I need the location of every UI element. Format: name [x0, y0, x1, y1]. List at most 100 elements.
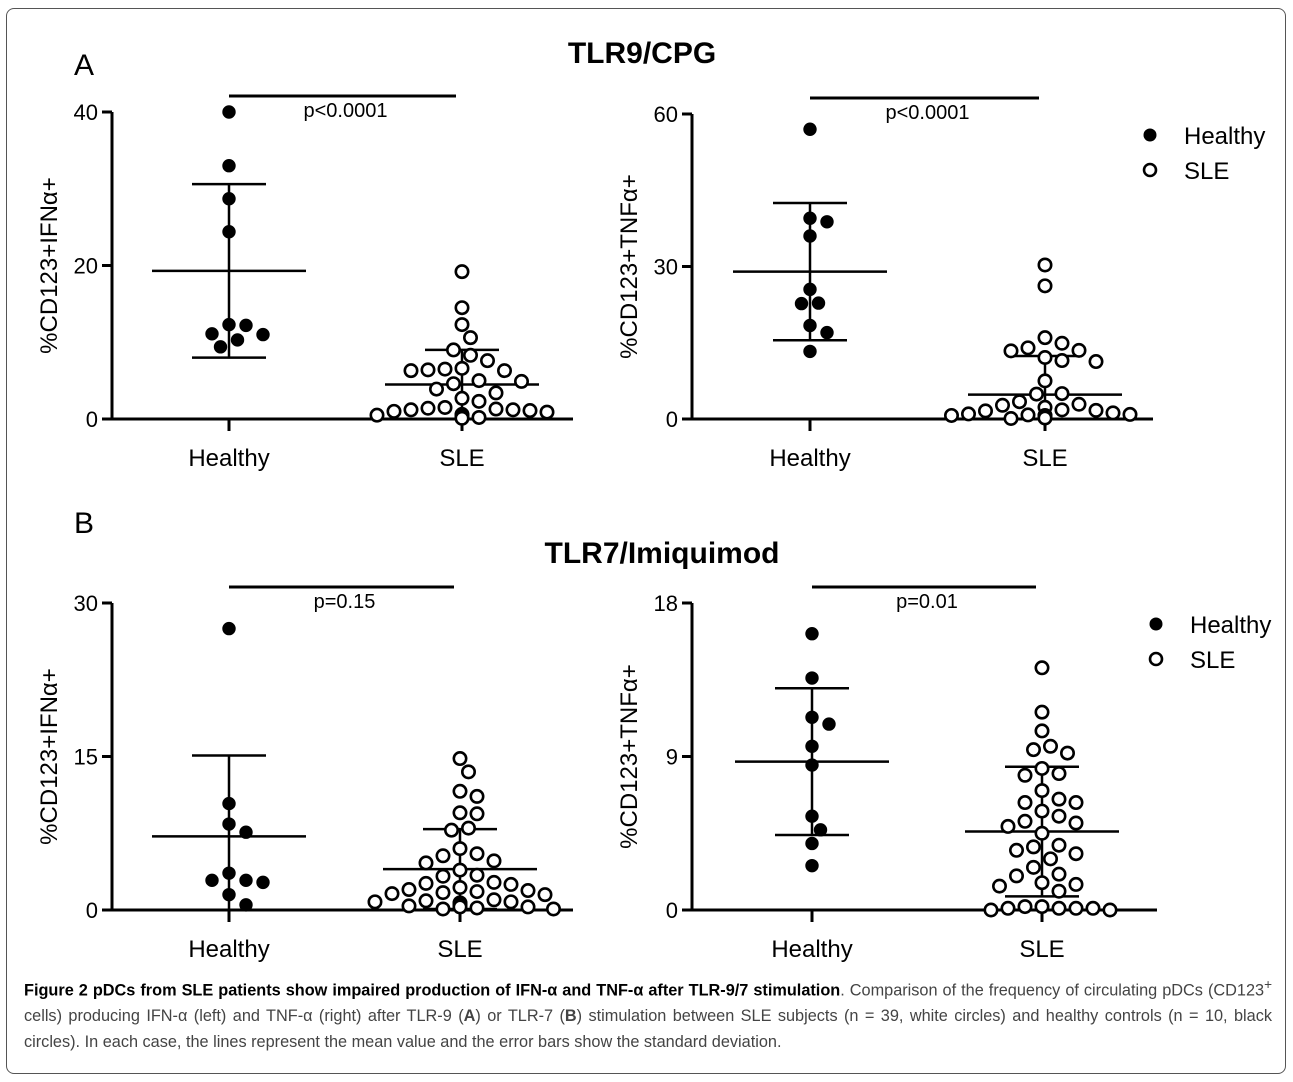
caption-text-3: ) or TLR-7 ( [475, 1007, 565, 1026]
data-point-sle [1060, 745, 1076, 761]
data-point-sle [486, 892, 502, 908]
y-axis-label: %CD123+TNFα+ [616, 174, 643, 359]
data-point-sle [503, 876, 519, 892]
data-point-sle [503, 894, 519, 910]
legend-marker-sle [1148, 651, 1164, 667]
data-point-healthy [239, 825, 253, 839]
data-point-sle [443, 822, 459, 838]
data-point-sle [1051, 766, 1067, 782]
p-value-label: p=0.15 [314, 591, 376, 613]
x-category-label: SLE [1019, 936, 1064, 963]
data-point-healthy [205, 327, 219, 341]
data-point-healthy [222, 887, 236, 902]
data-point-sle [1034, 803, 1050, 819]
data-point-sle [452, 751, 468, 767]
caption-text-1: . Comparison of the frequency of circula… [840, 981, 1265, 1000]
data-point-healthy [222, 817, 236, 831]
data-point-sle [452, 899, 468, 915]
data-point-sle [545, 901, 561, 917]
data-point-healthy [805, 710, 819, 724]
caption-text-2: cells) producing IFN-α (left) and TNF-α … [24, 1007, 464, 1026]
data-point-sle [983, 902, 999, 918]
data-point-sle [401, 898, 417, 914]
data-point-sle [1008, 868, 1024, 884]
data-point-sle [1017, 795, 1033, 811]
data-point-sle [1068, 815, 1084, 831]
data-point-sle [1051, 837, 1067, 853]
data-point-sle [1026, 742, 1042, 758]
data-point-sle [488, 401, 504, 417]
data-point-sle [1068, 876, 1084, 892]
data-point-sle [418, 855, 434, 871]
x-category-label: SLE [1022, 445, 1067, 472]
data-point-sle [471, 393, 487, 409]
data-point-sle [384, 886, 400, 902]
chart-B-right: 0 9 18 Healthy SLE %CD123+TNFα+ p=0.01 Healthy S… [616, 585, 1271, 963]
data-point-sle [420, 362, 436, 378]
data-point-sle [454, 360, 470, 376]
data-point-sle [454, 264, 470, 280]
data-point-sle [452, 783, 468, 799]
data-point-sle [471, 373, 487, 389]
section-title-tlr9: TLR9/CPG [568, 37, 716, 70]
y-axis-label: %CD123+TNFα+ [616, 664, 643, 849]
data-point-sle [462, 330, 478, 346]
data-point-sle [1034, 825, 1050, 841]
data-point-healthy [820, 215, 834, 229]
data-point-sle [1054, 353, 1070, 369]
y-tick-label: 0 [666, 898, 678, 923]
y-tick-label: 30 [654, 255, 678, 280]
data-point-sle [1034, 660, 1050, 676]
data-point-healthy [811, 296, 826, 310]
figure-caption: Figure 2 pDCs from SLE patients show imp… [24, 972, 1272, 1055]
data-point-sle [1068, 795, 1084, 811]
data-point-healthy [805, 858, 819, 873]
data-point-sle [513, 373, 529, 389]
data-point-sle [403, 363, 419, 379]
data-point-sle [1020, 407, 1036, 423]
x-category-label: SLE [437, 936, 482, 963]
data-point-sle [460, 764, 476, 780]
data-point-sle [539, 404, 555, 420]
data-point-sle [1029, 386, 1045, 402]
data-point-sle [1020, 340, 1036, 356]
data-point-sle [520, 899, 536, 915]
data-point-sle [1085, 900, 1101, 916]
data-point-healthy [222, 621, 236, 636]
data-point-sle [1017, 813, 1033, 829]
data-point-sle [1043, 738, 1059, 754]
data-point-sle [1034, 783, 1050, 799]
data-point-healthy [256, 875, 270, 890]
data-point-sle [994, 397, 1010, 413]
y-axis-label: %CD123+IFNα+ [36, 668, 63, 845]
y-tick-label: 0 [86, 407, 98, 432]
data-point-healthy [803, 318, 817, 333]
data-point-sle [1008, 842, 1024, 858]
data-point-healthy [803, 211, 817, 225]
data-point-sle [386, 403, 402, 419]
data-point-sle [445, 376, 461, 392]
data-point-healthy [813, 823, 828, 837]
data-point-sle [469, 867, 485, 883]
data-point-sle [1003, 410, 1019, 426]
x-category-label: Healthy [188, 936, 269, 963]
data-point-sle [369, 407, 385, 423]
legend-label-sle: SLE [1184, 158, 1229, 185]
data-point-sle [437, 399, 453, 415]
data-point-sle [1037, 349, 1053, 365]
section-title-tlr7: TLR7/Imiquimod [545, 537, 780, 570]
y-tick-label: 0 [666, 407, 678, 432]
y-tick-label: 30 [74, 591, 98, 616]
data-point-healthy [794, 296, 809, 311]
data-point-sle [1071, 396, 1087, 412]
data-point-sle [469, 884, 485, 900]
data-point-sle [437, 361, 453, 377]
y-tick-label: 60 [654, 102, 678, 127]
data-point-sle [1026, 839, 1042, 855]
data-point-sle [1088, 402, 1104, 418]
data-point-sle [1017, 767, 1033, 783]
data-point-healthy [239, 873, 253, 888]
y-tick-label: 40 [74, 100, 98, 125]
y-tick-label: 18 [654, 591, 678, 616]
data-point-sle [452, 841, 468, 857]
